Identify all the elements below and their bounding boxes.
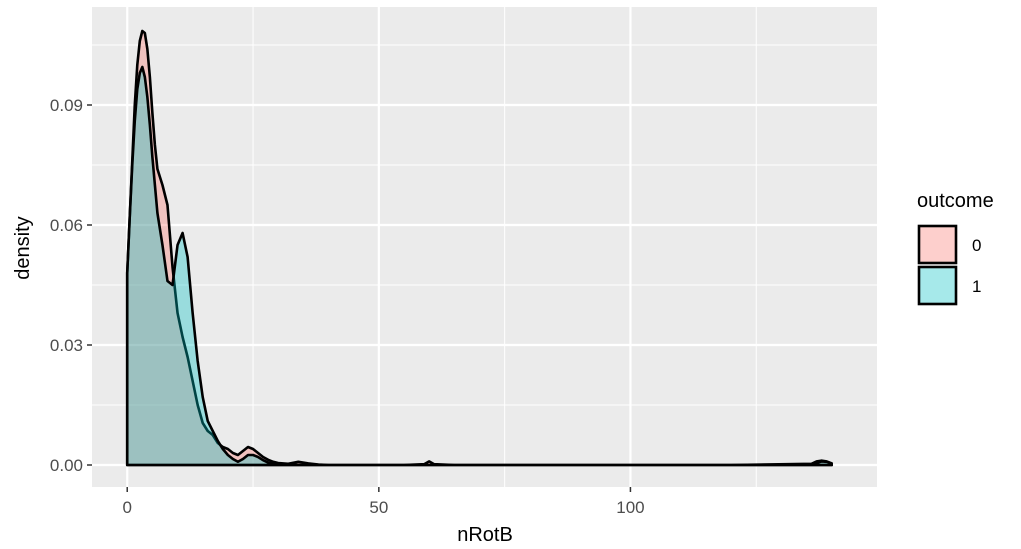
legend-title: outcome: [917, 190, 994, 212]
plot-panel: [92, 7, 877, 487]
x-tick-label: 0: [122, 498, 131, 517]
legend-label-1: 1: [972, 277, 981, 296]
y-tick-label: 0.00: [50, 456, 83, 475]
x-tick-label: 100: [616, 498, 644, 517]
legend: outcome 0 1: [917, 190, 994, 306]
y-tick-label: 0.09: [50, 96, 83, 115]
x-tick-label: 50: [369, 498, 388, 517]
legend-key-1: [917, 265, 958, 306]
y-axis-title: density: [12, 216, 34, 279]
panel-background: [92, 7, 877, 487]
axis-ticks: 0 50 100 0.00 0.03 0.06 0.09: [50, 96, 645, 517]
density-area-outcome-1: [125, 65, 834, 467]
legend-label-0: 0: [972, 236, 981, 255]
x-axis-title: nRotB: [457, 524, 513, 546]
density-areas: [125, 29, 834, 467]
legend-key-0: [917, 224, 958, 265]
y-tick-label: 0.06: [50, 216, 83, 235]
y-tick-label: 0.03: [50, 336, 83, 355]
